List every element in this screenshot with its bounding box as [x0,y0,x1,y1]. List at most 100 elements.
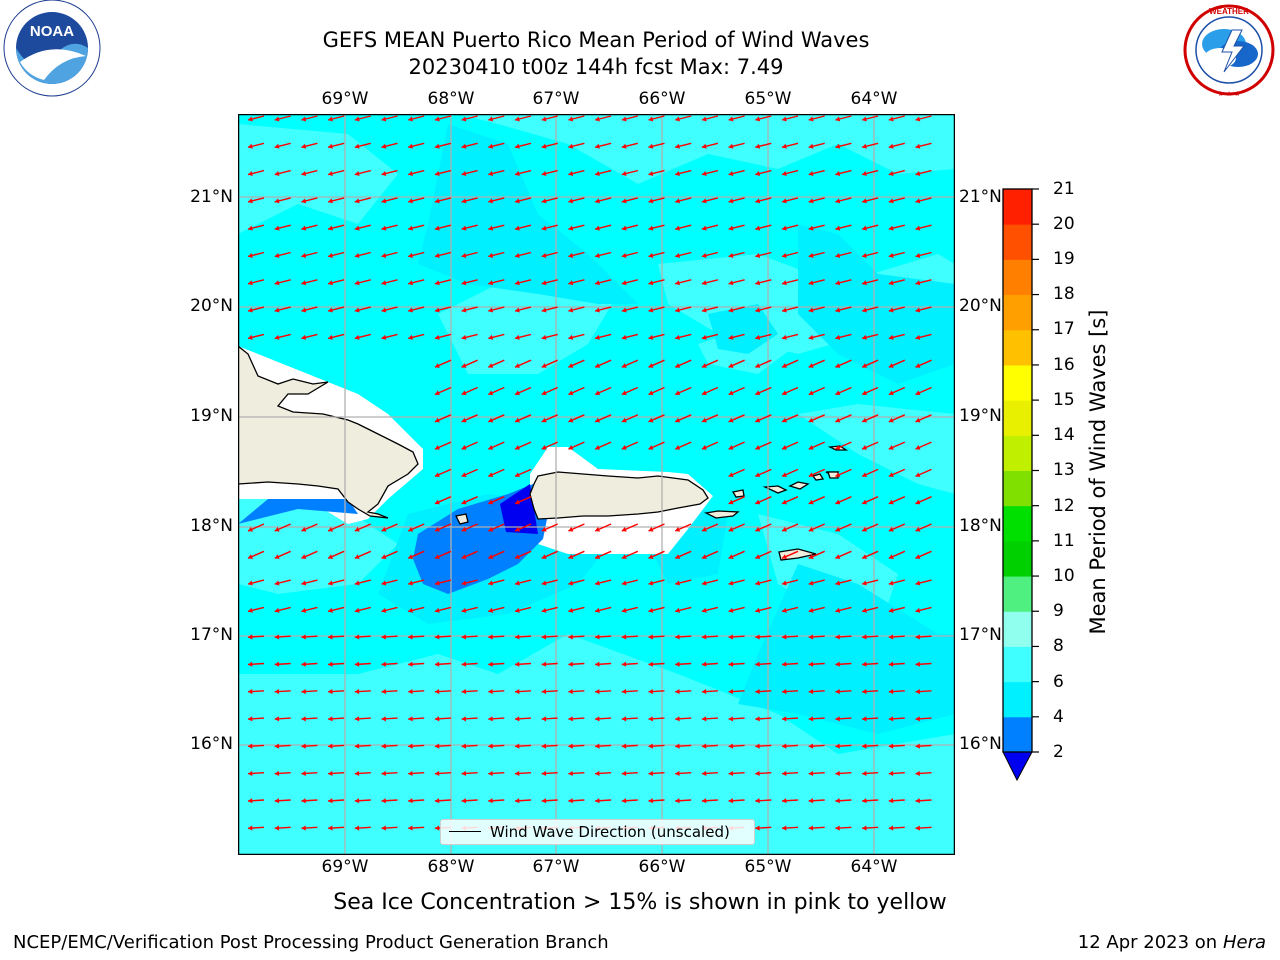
wave-direction-arrowhead [782,445,787,450]
wave-direction-arrowhead [381,225,387,231]
wave-direction-arrowhead [835,554,841,559]
wave-direction-arrowhead [915,499,921,505]
wave-direction-arrowhead [301,580,307,586]
wave-direction-arrowhead [434,554,440,559]
wave-direction-arrowhead [888,225,894,231]
wave-direction-arrowhead [782,716,787,722]
wave-direction-arrowhead [461,580,467,586]
wave-direction-arrowhead [541,798,547,804]
wave-direction-arrowhead [354,770,360,777]
wave-direction-arrowhead [408,770,413,777]
wave-direction-arrowhead [701,770,707,777]
wave-direction-arrowhead [728,526,734,532]
wave-direction-arrowhead [461,198,467,204]
wave-direction-arrowhead [701,143,707,149]
wave-direction-arrowhead [888,116,894,122]
colorbar-tick: 2 [1053,742,1064,762]
wave-direction-arrowhead [354,225,360,231]
wave-direction-arrowhead [888,171,894,177]
lat-tick-right: 18°N [959,516,1002,536]
wave-direction-arrowhead [621,554,627,559]
wave-direction-arrowhead [701,225,707,231]
wave-direction-arrowhead [728,116,734,122]
wave-direction-arrowhead [274,252,280,258]
wave-direction-arrowhead [515,634,520,640]
wave-direction-arrowhead [835,798,840,804]
colorbar-tick: 17 [1053,319,1075,339]
wave-direction-arrowhead [354,607,360,613]
wave-direction-arrowhead [648,417,654,423]
wave-direction-arrowhead [354,171,360,177]
wave-direction-arrowhead [915,280,921,286]
wave-direction-arrowhead [915,417,921,423]
wave-direction-arrowhead [862,825,867,831]
wave-direction-arrowhead [862,554,868,559]
wave-direction-arrowhead [701,417,707,423]
wave-direction-arrowhead [755,825,760,831]
wave-direction-arrowhead [782,198,787,204]
wave-direction-arrowhead [515,580,520,586]
wave-direction-arrowhead [568,634,573,640]
wave-direction-arrowhead [301,825,306,831]
colorbar-segment [1003,470,1032,507]
wave-direction-arrowhead [728,499,734,505]
wave-direction-arrowhead [621,116,627,122]
wave-direction-arrowhead [515,661,520,667]
wave-direction-arrowhead [728,743,734,749]
wave-direction-arrowhead [274,225,280,231]
wave-direction-arrowhead [595,363,601,368]
wave-direction-arrowhead [515,472,520,478]
wave-direction-arrowhead [301,116,307,122]
wave-direction-arrowhead [808,363,814,368]
wave-direction-arrowhead [675,661,680,667]
wave-direction-arrowhead [621,743,627,749]
colorbar-segment [1003,294,1032,331]
wave-direction-arrowhead [782,825,787,831]
wave-direction-arrowhead [515,798,520,804]
lon-tick-bottom: 66°W [638,857,686,877]
wave-direction-arrowhead [274,770,280,777]
wave-direction-arrowhead [728,445,734,450]
wave-direction-arrowhead [808,198,814,204]
wave-direction-arrowhead [515,252,520,258]
wave-direction-arrowhead [461,116,467,122]
wave-direction-arrowhead [408,607,413,613]
wave-direction-arrowhead [835,390,841,396]
wave-direction-arrowhead [461,445,467,450]
wave-direction-arrowhead [541,743,547,749]
wave-direction-arrowhead [648,198,654,204]
wave-direction-arrowhead [248,580,253,586]
wave-direction-arrowhead [621,661,627,667]
wave-direction-arrowhead [595,526,601,532]
wave-direction-arrowhead [782,417,787,423]
wave-direction-arrowhead [701,688,707,695]
wave-direction-arrowhead [381,770,386,777]
wave-direction-arrowhead [461,143,467,149]
wave-direction-arrowhead [648,554,654,559]
wave-direction-arrowhead [595,307,600,313]
wave-direction-arrowhead [782,307,787,313]
wave-direction-arrowhead [808,116,814,122]
wave-direction-arrowhead [621,417,627,423]
wave-direction-arrowhead [434,171,440,177]
wave-direction-arrowhead [648,580,654,586]
wave-direction-arrowhead [408,307,413,313]
wave-direction-arrowhead [461,661,467,667]
wave-direction-arrowhead [675,526,681,532]
wave-direction-arrowhead [755,225,761,231]
wave-direction-arrowhead [782,743,787,749]
wave-direction-arrowhead [782,225,787,231]
wave-direction-arrowhead [568,743,573,749]
wave-direction-arrowhead [648,116,654,122]
wave-direction-arrowhead [461,363,467,368]
wave-direction-arrowhead [248,607,253,613]
wave-direction-arrowhead [328,825,333,831]
wave-direction-arrowhead [354,334,360,340]
wave-direction-arrowhead [701,363,707,368]
wave-direction-arrowhead [808,634,814,640]
wave-direction-arrowhead [541,526,547,532]
wave-direction-arrowhead [515,770,520,777]
map-frame [238,114,955,855]
wave-direction-arrowhead [434,116,440,122]
wave-direction-arrowhead [728,661,734,667]
